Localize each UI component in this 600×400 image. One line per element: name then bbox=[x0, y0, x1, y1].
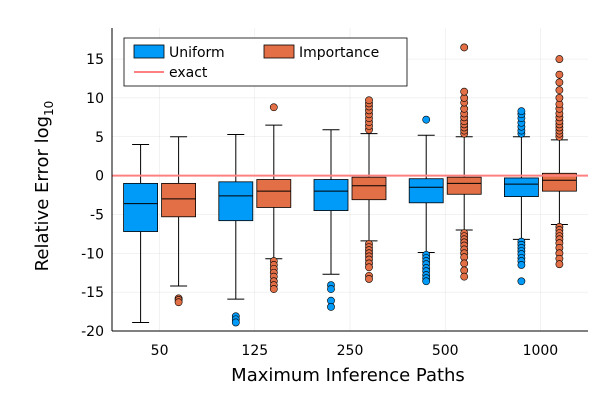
box-importance bbox=[542, 172, 577, 192]
x-tick-label: 125 bbox=[241, 343, 268, 359]
y-axis-label-main: Relative Error log bbox=[32, 116, 53, 271]
y-tick-label: 10 bbox=[86, 91, 104, 107]
x-tick-label: 1000 bbox=[523, 343, 559, 359]
y-tick-label: 15 bbox=[86, 52, 104, 68]
box-uniform bbox=[503, 177, 539, 197]
outlier-point bbox=[269, 103, 278, 112]
outlier-point bbox=[555, 260, 564, 269]
legend: Uniform Importance exact bbox=[123, 37, 408, 87]
box-importance bbox=[161, 182, 197, 218]
y-tick-label: -15 bbox=[81, 285, 104, 301]
outlier-point bbox=[422, 277, 431, 286]
x-tick-label: 500 bbox=[432, 343, 459, 359]
legend-swatch bbox=[263, 44, 295, 59]
outlier-point bbox=[327, 285, 335, 293]
y-axis-label-subscript: 10 bbox=[42, 101, 56, 116]
outlier-point bbox=[555, 55, 564, 63]
outlier-point bbox=[365, 263, 373, 272]
y-tick-label: 5 bbox=[95, 130, 104, 146]
outlier-point bbox=[555, 70, 564, 79]
outlier-point bbox=[517, 107, 526, 116]
outlier-point bbox=[555, 94, 564, 102]
outlier-point bbox=[422, 115, 431, 124]
box-importance bbox=[256, 179, 292, 208]
outlier-point bbox=[269, 285, 278, 293]
outlier-point bbox=[460, 43, 469, 52]
outlier-point bbox=[460, 259, 469, 268]
y-tick-label: -10 bbox=[81, 246, 104, 262]
x-axis-label: Maximum Inference Paths bbox=[231, 365, 465, 386]
y-tick-label: 0 bbox=[95, 169, 104, 185]
box-uniform bbox=[408, 178, 444, 204]
box-importance bbox=[351, 176, 387, 201]
x-tick-label: 50 bbox=[151, 343, 169, 359]
y-tick-label: -5 bbox=[90, 207, 104, 223]
box-uniform bbox=[313, 179, 349, 211]
box-uniform bbox=[218, 181, 254, 222]
outlier-point bbox=[555, 78, 564, 87]
axes: -20 -15 -10 -5 0 5 10 15 50 125 250 500 1000 bbox=[81, 28, 588, 359]
outlier-point bbox=[517, 277, 526, 286]
x-tick-label: 250 bbox=[337, 343, 364, 359]
outlier-point bbox=[327, 303, 335, 311]
outlier-point bbox=[174, 298, 183, 307]
box-importance bbox=[446, 176, 482, 195]
outlier-point bbox=[460, 87, 469, 96]
outlier-point bbox=[365, 275, 373, 283]
box-uniform bbox=[123, 182, 158, 232]
outlier-point bbox=[517, 261, 526, 269]
outlier-point bbox=[365, 96, 373, 105]
legend-label: Importance bbox=[299, 45, 379, 61]
legend-label: Uniform bbox=[169, 45, 225, 61]
plot-area bbox=[112, 43, 588, 327]
outlier-point bbox=[555, 86, 564, 95]
outlier-point bbox=[460, 272, 469, 281]
legend-label: exact bbox=[169, 65, 208, 81]
legend-swatch bbox=[133, 44, 165, 59]
outlier-point bbox=[231, 318, 240, 327]
y-tick-label: -20 bbox=[81, 324, 104, 340]
y-axis-label: Relative Error log10 bbox=[32, 101, 56, 272]
